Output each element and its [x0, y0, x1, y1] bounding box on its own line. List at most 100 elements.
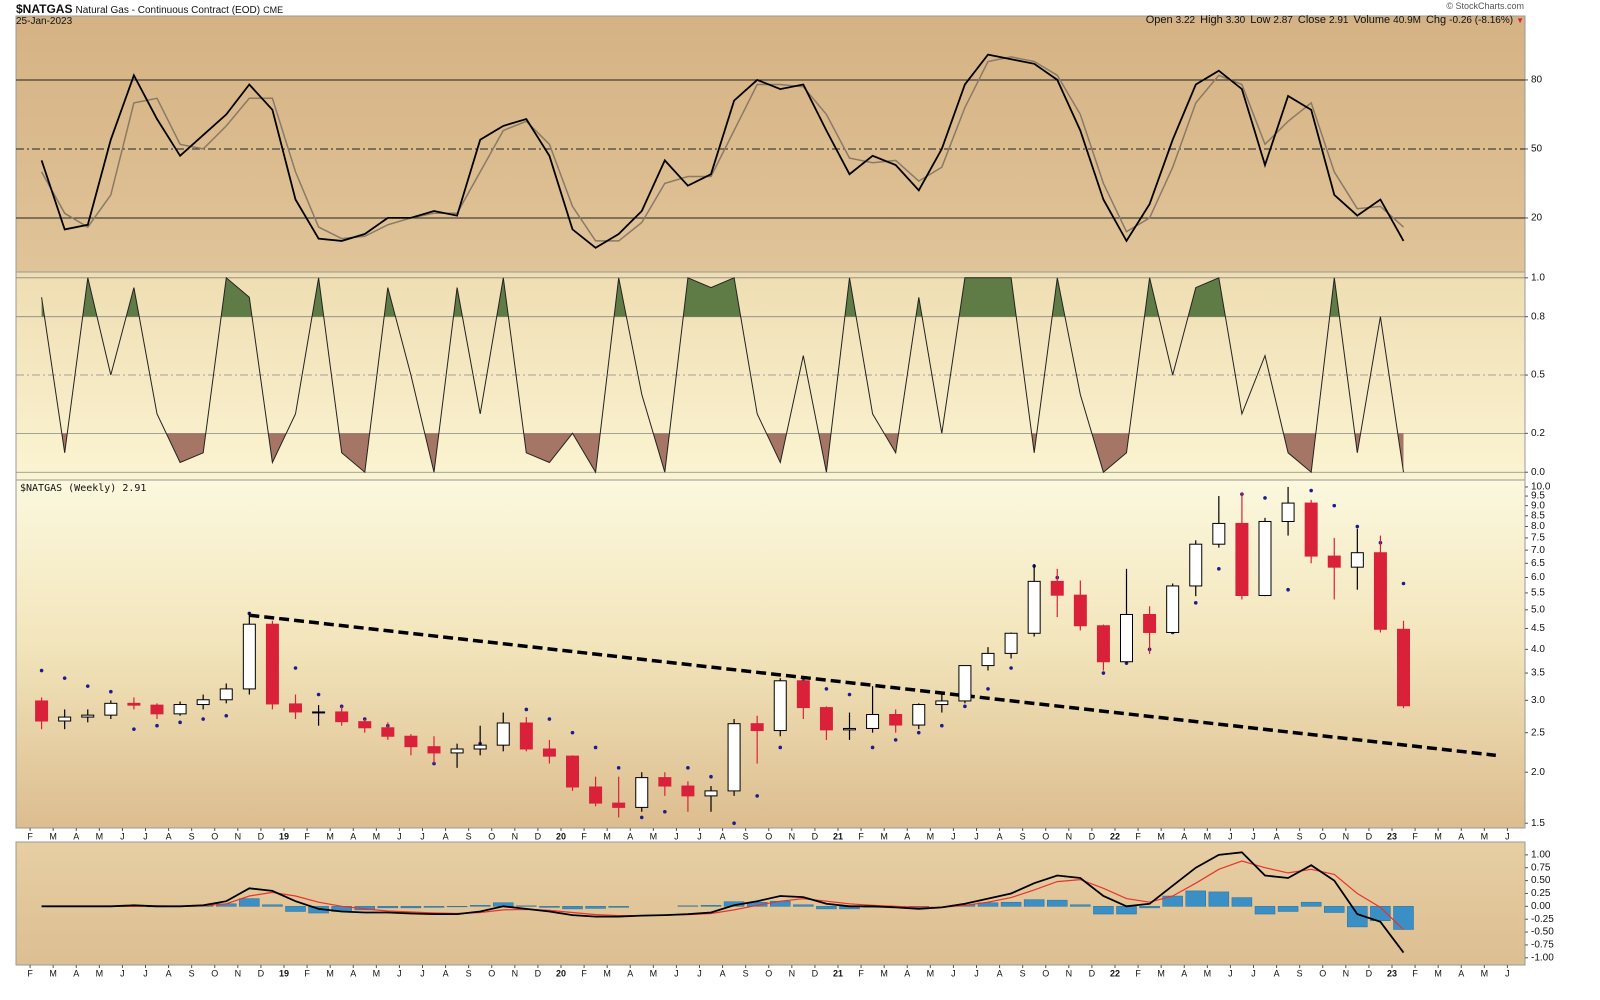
x-tick-label: M: [650, 831, 658, 841]
sar-dot: [593, 745, 598, 750]
candle-body: [1189, 543, 1203, 587]
x-tick-label: J: [951, 968, 956, 978]
x-tick-label: J: [1505, 831, 1510, 841]
x-tick-label: D: [535, 968, 542, 978]
candle-body: [312, 711, 326, 714]
sar-dot: [1217, 567, 1221, 571]
candle-body: [612, 802, 626, 808]
x-tick-label: J: [1251, 968, 1256, 978]
sar-dot: [893, 738, 898, 742]
x-tick-label: J: [1228, 831, 1233, 841]
x-tick-label: 19: [279, 968, 289, 978]
panel-background: [15, 479, 1526, 829]
candle-body: [427, 746, 441, 754]
y-tick-label: 4.0: [1531, 644, 1545, 655]
candle-body: [404, 735, 418, 748]
candle-body: [958, 665, 972, 702]
histogram-bar: [585, 906, 606, 909]
x-tick-label: A: [1458, 831, 1464, 841]
candle-body: [1120, 613, 1133, 663]
x-tick-label: M: [1434, 831, 1442, 841]
y-tick-label: 8.0: [1531, 521, 1545, 532]
y-tick-label: 8.5: [1531, 510, 1545, 521]
x-tick-label: S: [1020, 831, 1026, 841]
x-tick-label: M: [49, 968, 57, 978]
x-tick-label: D: [812, 968, 819, 978]
quote-value: 40.9M: [1393, 15, 1421, 26]
y-tick-label: 7.0: [1531, 545, 1545, 556]
x-tick-label: J: [974, 968, 979, 978]
candle-body: [1373, 552, 1387, 630]
candle-body: [681, 785, 695, 797]
x-tick-label: A: [1274, 968, 1280, 978]
y-tick-label: 50: [1531, 144, 1543, 155]
line-series: [41, 276, 1404, 474]
instrument-name: Natural Gas - Continuous Contract (EOD): [75, 5, 261, 16]
x-tick-label: M: [96, 968, 104, 978]
histogram-bar: [262, 904, 283, 907]
candle-body: [196, 699, 210, 706]
candle-body: [981, 652, 995, 667]
x-tick-label: 23: [1387, 968, 1397, 978]
sar-dot: [847, 692, 852, 697]
x-tick-label: D: [1089, 968, 1096, 978]
x-tick-label: D: [1366, 831, 1373, 841]
x-tick-label: A: [720, 968, 726, 978]
sar-dot: [178, 720, 182, 725]
histogram-bar: [1116, 906, 1137, 915]
y-tick-label: 2.5: [1531, 727, 1545, 738]
x-tick-label: M: [1204, 968, 1212, 978]
sar-dot: [639, 815, 644, 820]
x-tick-label: S: [466, 968, 472, 978]
y-tick-label: 0.8: [1531, 311, 1545, 322]
candle-body: [704, 790, 718, 797]
y-tick-label: 1.00: [1531, 850, 1551, 861]
sar-dot: [709, 774, 713, 779]
candle-body: [843, 727, 856, 731]
x-tick-label: J: [143, 831, 148, 841]
x-tick-label: M: [880, 831, 888, 841]
x-tick-label: A: [350, 968, 356, 978]
candle-body: [750, 723, 764, 732]
candle-body: [1258, 520, 1272, 597]
candle-body: [912, 704, 926, 726]
x-tick-label: A: [166, 831, 172, 841]
candle-body: [1397, 628, 1410, 707]
sar-dot: [224, 713, 229, 718]
x-tick-label: S: [1297, 968, 1303, 978]
candle-body: [1327, 555, 1341, 568]
x-tick-label: S: [466, 831, 472, 841]
x-tick-label: F: [27, 968, 33, 978]
x-tick-label: 22: [1110, 831, 1120, 841]
x-tick-label: M: [1204, 831, 1212, 841]
candle-body: [1281, 502, 1295, 522]
x-tick-label: F: [1135, 831, 1141, 841]
candle-body: [1050, 580, 1064, 596]
x-tick-label: S: [189, 831, 195, 841]
x-tick-label: M: [96, 831, 104, 841]
candle-body: [173, 704, 187, 715]
x-tick-label: N: [789, 968, 796, 978]
histogram-bar: [1254, 906, 1276, 915]
quote-value: 2.87: [1273, 15, 1293, 26]
x-tick-label: M: [1157, 968, 1165, 978]
y-tick-label: -1.00: [1531, 952, 1554, 963]
x-tick-label: D: [258, 968, 265, 978]
y-tick-label: 6.5: [1531, 558, 1545, 569]
candle-body: [796, 680, 810, 709]
sar-dot: [109, 689, 113, 694]
y-tick-label: 0.75: [1531, 862, 1551, 873]
y-tick-label: 0.2: [1531, 428, 1545, 439]
x-tick-label: 20: [556, 831, 566, 841]
sar-dot: [870, 745, 875, 750]
histogram-bar: [1370, 906, 1391, 921]
histogram-bar: [816, 906, 837, 910]
line-series: [40, 56, 1405, 242]
x-tick-label: O: [211, 831, 218, 841]
histogram-bar: [562, 906, 583, 910]
candle-body: [1350, 552, 1364, 568]
x-tick-label: J: [420, 831, 425, 841]
histogram-bar: [469, 905, 491, 907]
candle-body: [219, 688, 233, 701]
